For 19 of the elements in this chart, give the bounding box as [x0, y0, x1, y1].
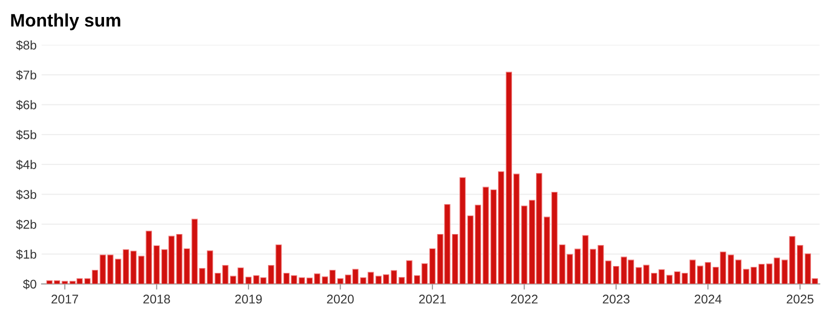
x-tick-label: 2023	[602, 294, 630, 304]
y-tick-label: $6b	[16, 100, 36, 110]
x-tick-label: 2019	[235, 294, 262, 304]
y-tick-label: $5b	[16, 130, 36, 140]
x-tick-label: 2021	[419, 294, 446, 304]
y-tick-label: $0	[23, 279, 36, 290]
x-tick-label: 2020	[327, 294, 354, 304]
x-tick-label: 2017	[52, 294, 78, 304]
x-tick-label: 2024	[694, 294, 722, 304]
x-tick-label: 2025	[786, 294, 814, 304]
x-tick-label: 2018	[143, 294, 170, 304]
y-tick-label: $3b	[16, 190, 36, 200]
chart-title: Monthly sum	[11, 13, 120, 30]
y-tick-label: $7b	[16, 70, 36, 80]
y-tick-label: $8b	[16, 40, 36, 50]
y-tick-label: $1b	[16, 249, 36, 260]
y-tick-label: $4b	[16, 160, 36, 170]
y-tick-label: $2b	[16, 219, 36, 230]
x-tick-label: 2022	[510, 294, 538, 304]
